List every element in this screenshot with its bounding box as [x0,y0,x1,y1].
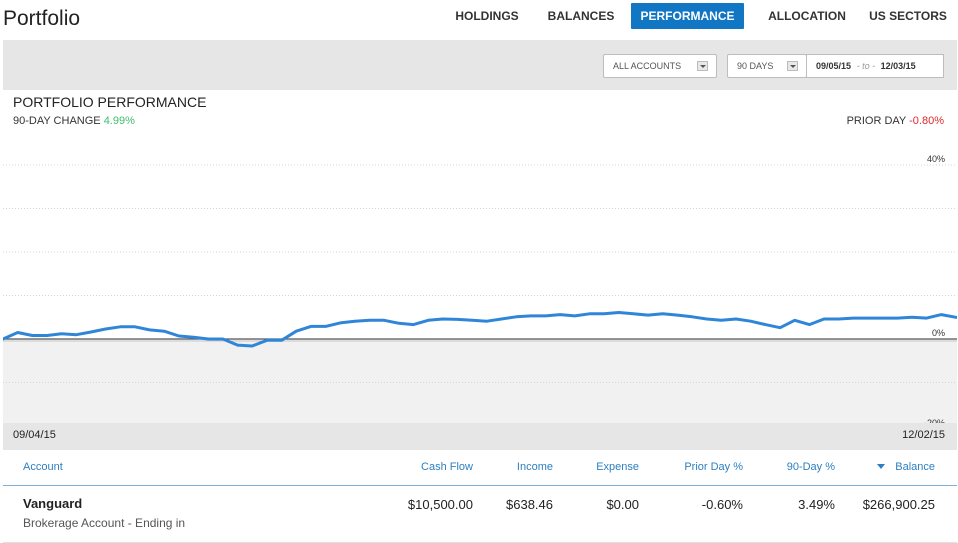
tab-allocation[interactable]: ALLOCATION [768,9,846,23]
header-expense[interactable]: Expense [596,461,639,473]
tab-performance[interactable]: PERFORMANCE [631,3,744,29]
date-separator: - to - [856,61,876,71]
header-balance[interactable]: Balance [877,461,935,473]
performance-line [3,311,957,348]
filter-toolbar: ALL ACCOUNTS 90 DAYS 09/05/15 - to - 12/… [3,40,957,90]
chart-end-date: 12/02/15 [902,429,945,441]
account-subtitle: Brokerage Account - Ending in [23,516,186,530]
tab-balances[interactable]: BALANCES [547,9,615,23]
prior-day-change: PRIOR DAY -0.80% [847,115,944,127]
ninety-day-change: 90-DAY CHANGE 4.99% [13,115,135,127]
date-range-picker[interactable]: 09/05/15 - to - 12/03/15 [806,54,944,78]
chart-date-bar: 09/04/15 12/02/15 [3,423,957,450]
header-income[interactable]: Income [516,461,553,473]
accounts-select-value: ALL ACCOUNTS [613,61,682,71]
chart-title: PORTFOLIO PERFORMANCE [13,94,207,110]
ninety-day-percent: 3.49% [798,497,835,512]
header-prior-day[interactable]: Prior Day % [684,461,743,473]
header-balance-label: Balance [895,461,935,473]
balance-value: $266,900.25 [862,497,935,512]
change-label: 90-DAY CHANGE [13,115,101,127]
date-from[interactable]: 09/05/15 [816,61,852,71]
top-bar: Portfolio HOLDINGS BALANCES PERFORMANCE … [0,0,958,40]
prior-day-value: -0.80% [909,115,944,127]
chevron-down-icon [787,61,798,71]
accounts-table-header: Account Cash Flow Income Expense Prior D… [3,450,957,486]
period-select[interactable]: 90 DAYS [727,54,807,78]
y-tick-label: 40% [927,154,945,164]
y-tick-label: -20% [924,418,945,423]
sort-desc-icon [877,464,886,469]
negative-region [3,339,957,423]
accounts-select[interactable]: ALL ACCOUNTS [603,54,717,78]
chevron-down-icon [697,61,708,71]
performance-panel: ALL ACCOUNTS 90 DAYS 09/05/15 - to - 12/… [3,40,957,450]
tab-holdings[interactable]: HOLDINGS [455,9,519,23]
table-row[interactable]: Vanguard Brokerage Account - Ending in $… [3,486,957,543]
header-cash-flow[interactable]: Cash Flow [421,461,473,473]
header-account[interactable]: Account [23,461,63,473]
period-select-value: 90 DAYS [737,61,774,71]
header-90-day[interactable]: 90-Day % [786,461,835,473]
account-name: Vanguard [23,496,83,511]
expense-value: $0.00 [606,497,639,512]
performance-chart: 40% 0% -20% PORTFOLIO PERFORMANCE 90-DAY C… [3,90,957,423]
tab-us-sectors[interactable]: US SECTORS [869,9,947,23]
cash-flow-value: $10,500.00 [407,497,473,512]
change-value: 4.99% [103,115,135,127]
page-title: Portfolio [3,7,81,30]
income-value: $638.46 [506,497,553,512]
y-tick-label: 0% [932,328,945,338]
prior-day-label: PRIOR DAY [846,115,907,127]
date-to[interactable]: 12/03/15 [880,61,916,71]
performance-line-chart: 40% 0% -20% [3,154,957,423]
chart-start-date: 09/04/15 [13,429,56,441]
prior-day-percent: -0.60% [701,497,743,512]
